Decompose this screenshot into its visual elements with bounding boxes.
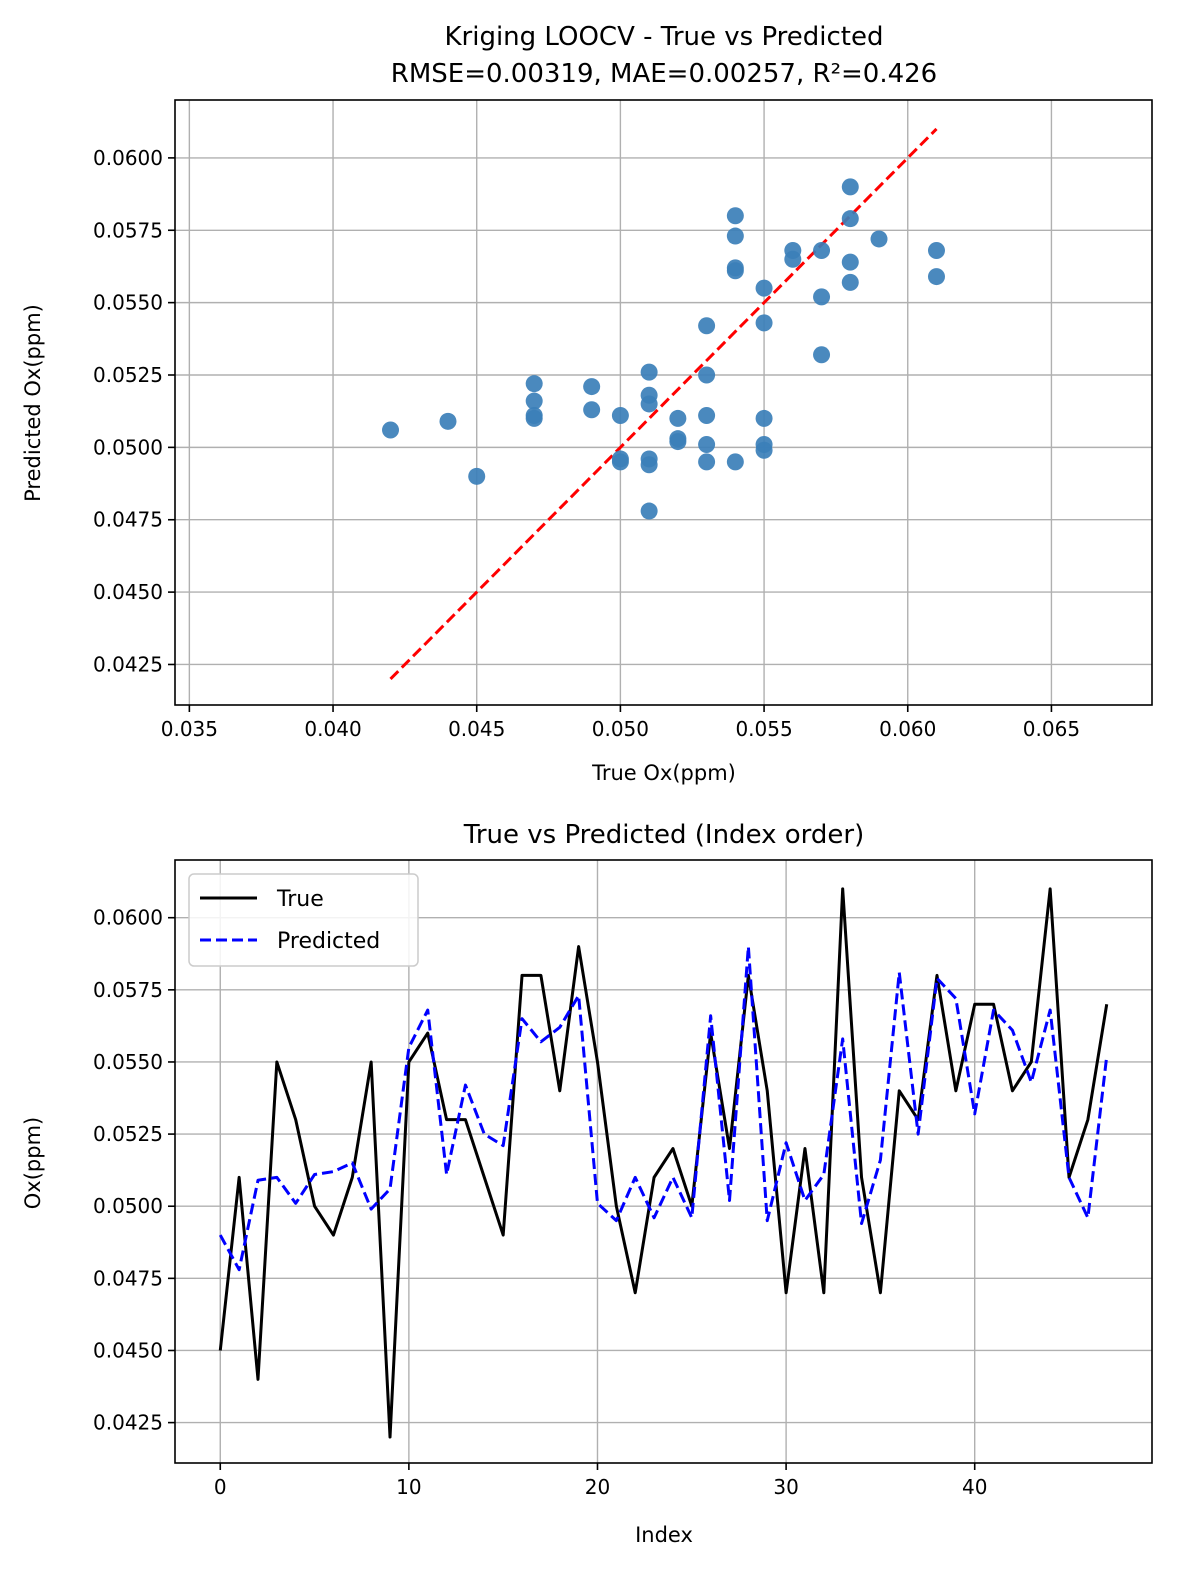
- line-x-tick-label: 40: [962, 1475, 987, 1499]
- scatter-point: [611, 453, 629, 471]
- scatter-point: [382, 421, 400, 439]
- scatter-x-tick-label: 0.065: [1023, 717, 1080, 741]
- scatter-y-tick-label: 0.0525: [93, 363, 163, 387]
- scatter-frame: [174, 99, 1153, 706]
- scatter-y-axis-label: Predicted Ox(ppm): [21, 304, 45, 502]
- scatter-y-tick-label: 0.0575: [93, 218, 163, 242]
- scatter-point: [755, 441, 773, 459]
- line-y-axis-label: Ox(ppm): [21, 1117, 45, 1209]
- scatter-point: [841, 273, 859, 291]
- legend: True Predicted: [188, 873, 419, 967]
- scatter-point: [784, 250, 802, 268]
- scatter-point: [726, 207, 744, 225]
- scatter-point: [583, 401, 601, 419]
- line-x-tick-label: 20: [585, 1475, 610, 1499]
- line-x-axis-label: Index: [635, 1523, 693, 1547]
- scatter-x-axis-label: True Ox(ppm): [591, 761, 736, 785]
- line-y-tick-label: 0.0600: [93, 906, 163, 930]
- line-x-tick-label: 10: [396, 1475, 421, 1499]
- scatter-subtitle: RMSE=0.00319, MAE=0.00257, R²=0.426: [391, 59, 937, 89]
- scatter-x-tick-label: 0.045: [448, 717, 505, 741]
- scatter-point: [640, 456, 658, 474]
- scatter-point: [726, 227, 744, 245]
- scatter-y-tick-label: 0.0500: [93, 435, 163, 459]
- scatter-y-tick-label: 0.0475: [93, 508, 163, 532]
- scatter-x-tick-label: 0.050: [592, 717, 649, 741]
- scatter-point: [698, 366, 716, 384]
- scatter-x-tick-label: 0.035: [161, 717, 218, 741]
- scatter-point: [813, 242, 831, 260]
- scatter-point: [726, 453, 744, 471]
- scatter-point: [525, 375, 543, 393]
- line-y-tick-label: 0.0550: [93, 1050, 163, 1074]
- line-y-tick-label: 0.0425: [93, 1411, 163, 1435]
- line-y-tick-label: 0.0475: [93, 1266, 163, 1290]
- scatter-point: [755, 279, 773, 297]
- scatter-point: [583, 378, 601, 396]
- scatter-point: [841, 253, 859, 271]
- line-y-tick-label: 0.0500: [93, 1194, 163, 1218]
- scatter-point: [813, 346, 831, 364]
- line-y-tick-label: 0.0575: [93, 978, 163, 1002]
- scatter-point: [640, 395, 658, 413]
- scatter-y-tick-label: 0.0450: [93, 580, 163, 604]
- scatter-plot-area: 0.035 0.040 0.045 0.050 0.055 0.060 0.065 0.042…: [93, 99, 1153, 741]
- scatter-point: [755, 409, 773, 427]
- line-y-tick-label: 0.0450: [93, 1338, 163, 1362]
- legend-label-predicted: Predicted: [277, 929, 380, 954]
- scatter-y-tick-label: 0.0600: [93, 146, 163, 170]
- line-frame: [174, 859, 1153, 1464]
- scatter-point: [468, 467, 486, 485]
- scatter-point: [841, 178, 859, 196]
- scatter-point: [698, 317, 716, 335]
- scatter-title: Kriging LOOCV - True vs Predicted: [444, 22, 883, 52]
- scatter-y-tick-label: 0.0425: [93, 652, 163, 676]
- series-line-predicted: [218, 945, 1109, 1272]
- scatter-y-tick-label: 0.0550: [93, 291, 163, 315]
- scatter-point: [439, 412, 457, 430]
- scatter-x-tick-label: 0.055: [735, 717, 792, 741]
- scatter-point: [640, 502, 658, 520]
- line-title: True vs Predicted (Index order): [463, 820, 864, 850]
- scatter-point: [870, 230, 888, 248]
- scatter-point: [755, 314, 773, 332]
- scatter-point: [698, 407, 716, 425]
- scatter-point: [841, 210, 859, 228]
- scatter-point: [611, 407, 629, 425]
- scatter-point: [669, 409, 687, 427]
- scatter-point: [640, 363, 658, 381]
- scatter-x-tick-label: 0.060: [879, 717, 936, 741]
- scatter-point: [927, 268, 945, 286]
- scatter-point: [525, 392, 543, 410]
- line-y-tick-label: 0.0525: [93, 1122, 163, 1146]
- line-x-tick-label: 0: [214, 1475, 227, 1499]
- scatter-point: [669, 433, 687, 451]
- scatter-point: [813, 288, 831, 306]
- line-x-tick-label: 30: [773, 1475, 798, 1499]
- series-line-true: [218, 887, 1109, 1439]
- scatter-x-tick-label: 0.040: [304, 717, 361, 741]
- scatter-point: [927, 242, 945, 260]
- scatter-point: [525, 409, 543, 427]
- scatter-point: [698, 435, 716, 453]
- scatter-point: [726, 262, 744, 280]
- legend-label-true: True: [276, 887, 324, 912]
- line-plot-area: 0 10 20 30 40 0.0425 0.0450 0.0475 0.0500 0.0525 0…: [93, 859, 1153, 1499]
- scatter-point: [698, 453, 716, 471]
